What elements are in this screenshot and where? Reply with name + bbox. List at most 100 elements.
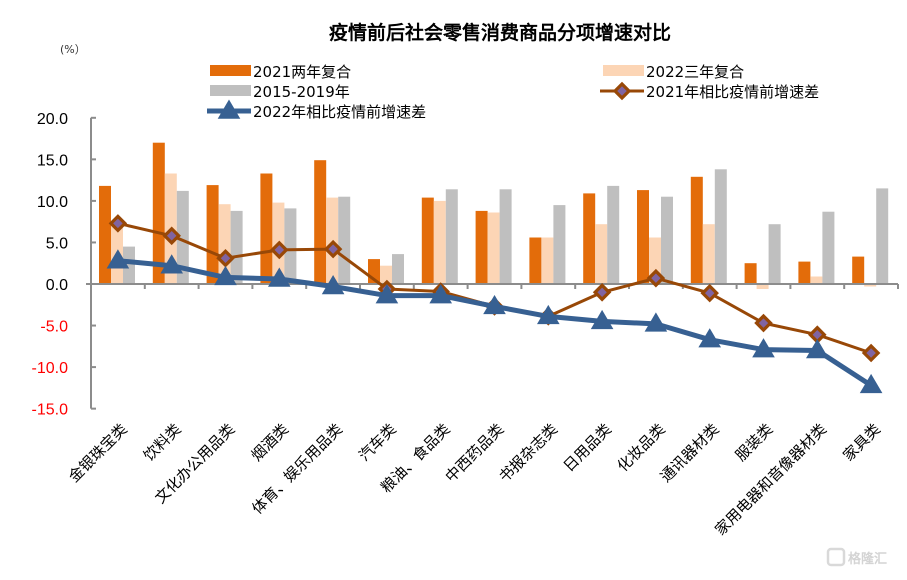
bar-2-家具类 [864, 284, 877, 287]
legend-item-2: 2022三年复合 [603, 63, 744, 81]
y-tick-label: 10.0 [37, 194, 68, 211]
diamond-marker-日用品类 [592, 283, 612, 302]
bar-3-饮料类 [176, 190, 189, 284]
triangle-marker-书报杂志类 [536, 304, 560, 325]
legend: 2021两年复合 2022三年复合 2015-2019年 2021年相比疫情前增速差 2… [207, 63, 819, 121]
chart-title: 疫情前后社会零售消费商品分项增速对比 [329, 21, 671, 44]
legend-swatch [210, 85, 251, 96]
triangle-marker-通讯器材类 [698, 328, 722, 348]
diamond-marker-通讯器材类 [700, 283, 719, 303]
diamond-marker-烟酒类 [270, 240, 289, 260]
triangle-marker-饮料类 [160, 254, 184, 274]
bar-1-日用品类 [583, 193, 596, 284]
bar-2-粮油、食品类 [433, 200, 446, 284]
bar-1-饮料类 [152, 142, 165, 284]
y-axis-unit: (%） [60, 43, 86, 56]
bar-3-烟酒类 [284, 208, 297, 284]
bar-1-烟酒类 [260, 173, 273, 284]
x-tick-label: 家具类 [839, 420, 884, 465]
bar-3-化妆品类 [661, 196, 673, 284]
x-tick-label: 化妆品类 [614, 420, 669, 475]
legend-swatch [210, 65, 251, 76]
triangle-marker-日用品类 [590, 309, 614, 330]
watermark: 格隆汇 [826, 547, 887, 567]
bar-3-金银珠宝类 [123, 246, 135, 284]
legend-item-3: 2015-2019年 [210, 83, 350, 101]
x-tick-label: 饮料类 [140, 420, 185, 465]
y-tick-label: 15.0 [37, 152, 68, 169]
legend-label: 2021两年复合 [253, 63, 351, 81]
bar-1-家具类 [852, 256, 865, 284]
bar-3-中西药品类 [499, 189, 512, 284]
y-tick-label: 0.0 [46, 277, 68, 294]
bar-1-书报杂志类 [529, 237, 542, 284]
bar-3-体育、娱乐用品类 [338, 196, 351, 284]
triangle-marker-服装类 [752, 338, 775, 358]
diamond-marker-服装类 [754, 313, 773, 333]
triangle-marker-家用电器和音像器材类 [805, 339, 829, 359]
triangle-marker-粮油、食品类 [429, 284, 453, 304]
bars [99, 142, 889, 289]
bar-3-文化办公用品类 [230, 210, 243, 284]
bar-2-书报杂志类 [541, 237, 554, 284]
y-tick-label: -10.0 [32, 360, 69, 377]
legend-swatch [603, 65, 644, 76]
bar-2-中西药品类 [487, 212, 500, 284]
triangle-legend-marker-icon [217, 99, 241, 119]
diamond-marker-家具类 [861, 343, 881, 363]
bar-1-家用电器和音像器材类 [798, 261, 811, 284]
y-tick-label: 20.0 [37, 111, 68, 128]
y-tick-label: -5.0 [40, 319, 68, 336]
legend-label: 2022三年复合 [646, 63, 744, 81]
diamond-marker-文化办公用品类 [216, 248, 235, 268]
y-tick-label: -15.0 [32, 402, 69, 419]
triangle-marker-文化办公用品类 [214, 265, 237, 286]
bar-1-中西药品类 [475, 210, 488, 284]
bar-2-通讯器材类 [702, 224, 715, 284]
legend-item-4: 2021年相比疫情前增速差 [600, 81, 819, 101]
triangle-marker-金银珠宝类 [106, 249, 130, 269]
diamond-marker-体育、娱乐用品类 [323, 239, 343, 259]
triangle-marker-体育、娱乐用品类 [321, 275, 345, 295]
triangle-marker-化妆品类 [644, 312, 668, 332]
legend-label: 2022年相比疫情前增速差 [253, 103, 426, 121]
bar-1-金银珠宝类 [99, 185, 111, 284]
x-tick-label: 日用品类 [560, 420, 615, 475]
bar-2-汽车类 [380, 265, 392, 284]
bar-3-书报杂志类 [553, 205, 566, 284]
bar-3-日用品类 [607, 185, 620, 284]
x-tick-label: 通讯器材类 [657, 420, 723, 486]
y-tick-labels: 20.0 15.0 10.0 5.0 0.0 -5.0 -10.0 -15.0 [32, 111, 69, 419]
bar-2-家用电器和音像器材类 [810, 276, 823, 284]
triangle-marker-家具类 [859, 373, 883, 394]
bar-1-服装类 [744, 263, 757, 284]
legend-item-5: 2022年相比疫情前增速差 [207, 99, 426, 121]
legend-item-1: 2021两年复合 [210, 63, 351, 81]
x-tick-label: 服装类 [732, 420, 777, 465]
bar-3-通讯器材类 [714, 169, 727, 284]
x-tick-label: 体育、娱乐用品类 [248, 420, 346, 518]
diamond-marker-饮料类 [162, 226, 181, 246]
triangle-marker-烟酒类 [267, 267, 291, 287]
triangle-marker-中西药品类 [483, 294, 506, 315]
x-tick-label: 烟酒类 [248, 420, 293, 465]
diamond-marker-金银珠宝类 [108, 214, 128, 233]
bar-2-日用品类 [595, 224, 608, 284]
bar-1-体育、娱乐用品类 [314, 160, 327, 284]
watermark-logo-icon [826, 547, 846, 567]
bar-1-文化办公用品类 [206, 185, 219, 284]
diamond-legend-marker-icon [612, 81, 632, 101]
legend-label: 2015-2019年 [253, 83, 350, 101]
legend-label: 2021年相比疫情前增速差 [646, 83, 819, 101]
x-tick-label: 书报杂志类 [495, 420, 561, 486]
y-tick-label: 5.0 [46, 235, 68, 252]
bar-1-粮油、食品类 [421, 197, 434, 284]
bar-3-服装类 [768, 224, 781, 284]
bar-2-服装类 [756, 284, 769, 289]
watermark-text: 格隆汇 [848, 551, 887, 567]
x-tick-label: 汽车类 [355, 420, 400, 465]
bar-1-化妆品类 [637, 190, 649, 284]
bar-3-家用电器和音像器材类 [822, 211, 835, 284]
